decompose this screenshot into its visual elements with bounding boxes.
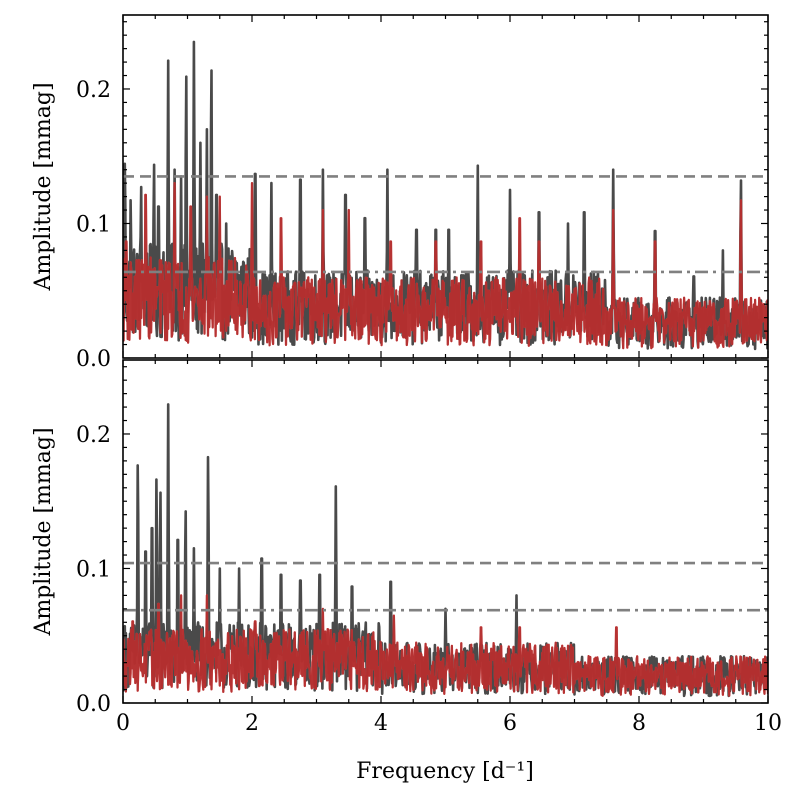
y-tick-label: 0.1 [76, 557, 111, 582]
x-tick-label: 10 [754, 711, 782, 736]
x-tick-label: 8 [632, 711, 646, 736]
y-tick-label: 0.0 [76, 347, 111, 372]
x-axis-label: Frequency [d⁻¹] [356, 759, 534, 784]
y-tick-label: 0.0 [76, 692, 111, 717]
x-tick-label: 6 [503, 711, 517, 736]
x-tick-label: 0 [116, 711, 130, 736]
overlap-amplitude-spectrum-line [123, 594, 768, 697]
y-tick-label: 0.2 [76, 78, 111, 103]
y-axis-label: Amplitude [mmag] [31, 82, 56, 291]
top-panel: 0.0 0.1 0.2 Amplitude [mmag] [31, 14, 769, 372]
bottom-panel: 0.0 0.1 0.2 0 2 4 6 8 10 Amplitude [mmag] [31, 359, 782, 736]
y-tick-label: 0.2 [76, 423, 111, 448]
y-tick-label: 0.1 [76, 212, 111, 237]
x-tick-label: 4 [374, 711, 388, 736]
y-axis-label: Amplitude [mmag] [31, 427, 56, 636]
x-tick-label: 2 [245, 711, 259, 736]
overlap-amplitude-spectrum-line [123, 182, 768, 350]
